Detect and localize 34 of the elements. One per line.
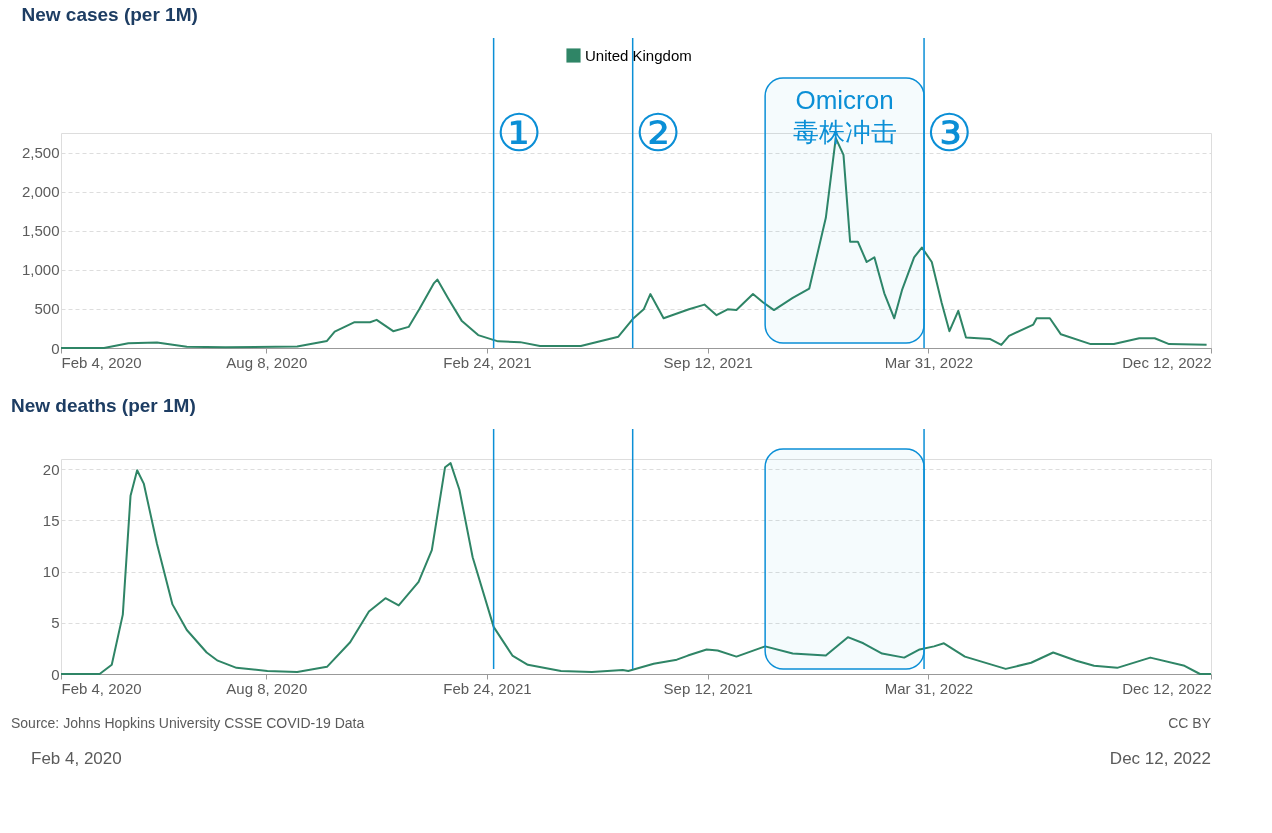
x-tick-label: Feb 4, 2020 — [61, 679, 142, 697]
x-tick-label: Feb 4, 2020 — [61, 353, 142, 371]
x-tick-label: Sep 12, 2021 — [663, 679, 753, 697]
y-tick-label: 2,500 — [21, 144, 60, 162]
source-note: Source: Johns Hopkins University CSSE COVID-19 Data — [11, 715, 365, 731]
ref-line-label: ② — [634, 103, 682, 163]
chart-title: New deaths (per 1M) — [11, 395, 196, 417]
y-tick-label: 1,000 — [21, 261, 60, 279]
text: Feb 4, 2020 — [31, 749, 122, 768]
y-tick-label: 0 — [51, 339, 60, 357]
text: CC BY — [1168, 715, 1212, 731]
x-tick-label: Feb 24, 2021 — [443, 679, 532, 697]
legend-label: United Kingdom — [585, 46, 692, 64]
x-tick-label: Dec 12, 2022 — [1122, 353, 1212, 371]
y-tick-label: 20 — [42, 460, 60, 478]
band-label: Omicron 毒株冲击 — [792, 85, 897, 147]
x-tick-label: Mar 31, 2022 — [884, 353, 974, 371]
y-tick-label: 500 — [34, 300, 60, 318]
x-tick-label: Dec 12, 2022 — [1122, 679, 1212, 697]
y-tick-label: 5 — [51, 614, 60, 632]
y-tick-label: 10 — [42, 563, 60, 581]
y-tick-label: 15 — [42, 511, 60, 529]
x-tick-label: Feb 24, 2021 — [443, 353, 532, 371]
text: Dec 12, 2022 — [1109, 749, 1211, 768]
x-tick-label: Aug 8, 2020 — [226, 679, 308, 697]
x-tick-label: Mar 31, 2022 — [884, 679, 974, 697]
y-tick-label: 1,500 — [21, 222, 60, 240]
x-tick-label: Sep 12, 2021 — [663, 353, 753, 371]
x-tick-label: Aug 8, 2020 — [226, 353, 308, 371]
ref-line-label: ③ — [926, 103, 973, 163]
chart-title: New cases (per 1M) — [21, 4, 198, 26]
y-tick-label: 0 — [51, 665, 60, 683]
ref-line-label: ① — [495, 103, 543, 163]
y-tick-label: 2,000 — [21, 183, 60, 201]
